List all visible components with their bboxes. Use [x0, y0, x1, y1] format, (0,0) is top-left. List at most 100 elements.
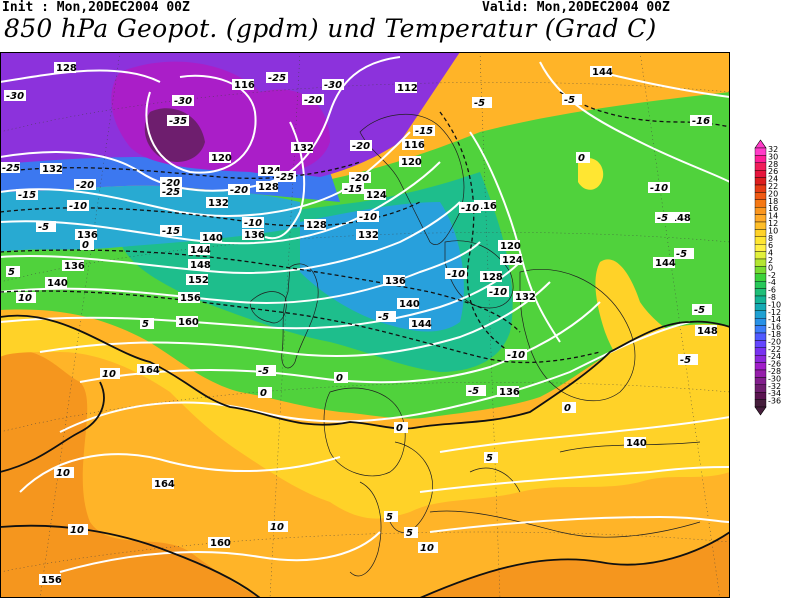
svg-text:164: 164	[154, 479, 175, 490]
temp-label: -15	[413, 125, 435, 137]
geo-label: 128	[480, 271, 503, 283]
weather-map: 128 116 112 144 132 120 124 132 128 116 …	[0, 52, 730, 598]
svg-text:120: 120	[500, 241, 521, 252]
legend-swatch	[754, 295, 767, 304]
geo-label: 132	[356, 229, 379, 241]
svg-text:-10: -10	[650, 183, 668, 194]
svg-text:-20: -20	[162, 178, 180, 189]
legend-swatch	[754, 243, 767, 252]
svg-text:132: 132	[293, 143, 314, 154]
geo-label: 136	[75, 229, 98, 241]
legend-swatch	[754, 147, 767, 156]
temp-label: -35	[167, 115, 189, 127]
chart-title: 850 hPa Geopot. (gpdm) und Temperatur (G…	[4, 14, 657, 43]
temp-field-darkest	[144, 108, 205, 162]
svg-text:-5: -5	[258, 366, 269, 377]
svg-text:-20: -20	[304, 95, 322, 106]
temp-label: 5	[404, 527, 418, 539]
temp-label: 5	[384, 511, 398, 523]
geo-label: 132	[0, 52, 21, 55]
geopotential-labels: 128 116 112 144 132 120 124 132 128 116 …	[0, 52, 718, 586]
legend-tick-label: 30	[768, 152, 778, 161]
svg-text:10: 10	[102, 369, 116, 380]
geo-label: 120	[498, 240, 521, 252]
svg-text:152: 152	[188, 275, 209, 286]
temp-label: -10	[487, 286, 509, 298]
temp-label: -16	[690, 115, 712, 127]
temp-label: 0	[562, 402, 576, 414]
legend-swatch	[754, 214, 767, 223]
svg-text:-30: -30	[174, 96, 192, 107]
legend-tick-label: -14	[768, 315, 781, 324]
temp-label: 10	[418, 542, 438, 554]
legend-swatch	[754, 318, 767, 326]
svg-text:-5: -5	[657, 213, 668, 224]
temp-label: 0	[258, 387, 272, 399]
legend-tick-label: 4	[768, 249, 773, 258]
svg-text:5: 5	[8, 267, 15, 278]
geo-label: 144	[590, 66, 613, 78]
geo-label: 128	[304, 219, 327, 231]
svg-text:136: 136	[499, 387, 520, 398]
svg-text:-5: -5	[378, 312, 389, 323]
legend-tick-label: -24	[768, 352, 781, 361]
svg-text:-25: -25	[276, 172, 294, 183]
geo-label: 148	[695, 325, 718, 337]
svg-text:-10: -10	[69, 201, 87, 212]
svg-text:156: 156	[41, 575, 62, 586]
svg-text:5: 5	[406, 528, 413, 539]
svg-text:0: 0	[336, 373, 343, 384]
svg-text:0: 0	[260, 388, 267, 399]
svg-text:-16: -16	[692, 116, 710, 127]
svg-text:5: 5	[486, 453, 493, 464]
svg-text:116: 116	[404, 140, 425, 151]
svg-text:128: 128	[258, 182, 279, 193]
geo-label: 124	[0, 52, 21, 55]
svg-text:160: 160	[210, 538, 231, 549]
geo-label: 140	[200, 232, 223, 244]
svg-text:124: 124	[366, 190, 387, 201]
svg-text:10: 10	[420, 543, 434, 554]
temp-label: 5	[140, 318, 154, 330]
svg-text:132: 132	[208, 198, 229, 209]
svg-text:-5: -5	[38, 222, 49, 233]
svg-text:156: 156	[180, 293, 201, 304]
temp-label: -15	[160, 225, 182, 237]
geopotential-contours	[0, 56, 730, 573]
temp-label: -5	[562, 94, 582, 106]
svg-text:112: 112	[397, 83, 418, 94]
legend-tick-label: -22	[768, 345, 781, 354]
legend-swatch	[754, 392, 767, 400]
legend-swatch	[754, 355, 767, 363]
temp-label: -20	[228, 184, 250, 196]
svg-text:10: 10	[270, 522, 284, 533]
legend-swatch	[754, 169, 767, 178]
legend-swatch	[754, 369, 767, 378]
temp-label: -5	[36, 221, 56, 233]
svg-text:124: 124	[502, 255, 523, 266]
temp-label: -25	[266, 72, 288, 84]
temp-label: -10	[459, 202, 481, 214]
temp-label: 0	[80, 239, 94, 251]
geo-label: 112	[395, 82, 418, 94]
svg-text:10: 10	[70, 525, 84, 536]
svg-text:124: 124	[260, 166, 281, 177]
legend-tick-label: 20	[768, 189, 778, 198]
geo-label: 132	[40, 163, 63, 175]
temp-label: -10	[242, 217, 264, 229]
geo-label: 120	[209, 152, 232, 164]
svg-text:144: 144	[411, 319, 432, 330]
legend-swatch	[754, 377, 767, 385]
svg-text:144: 144	[592, 67, 613, 78]
geo-label: 132	[291, 142, 314, 154]
svg-text:10: 10	[56, 468, 70, 479]
valid-time: Valid: Mon,20DEC2004 00Z	[482, 0, 670, 15]
legend-tick-label: -6	[768, 286, 776, 295]
svg-text:124: 124	[0, 52, 21, 55]
temp-field-cold-blue	[300, 202, 464, 332]
temp-label: -20	[350, 140, 372, 152]
legend-tick-label: -34	[768, 389, 781, 398]
svg-text:10: 10	[18, 293, 32, 304]
svg-text:148: 148	[190, 260, 211, 271]
svg-text:164: 164	[139, 365, 160, 376]
